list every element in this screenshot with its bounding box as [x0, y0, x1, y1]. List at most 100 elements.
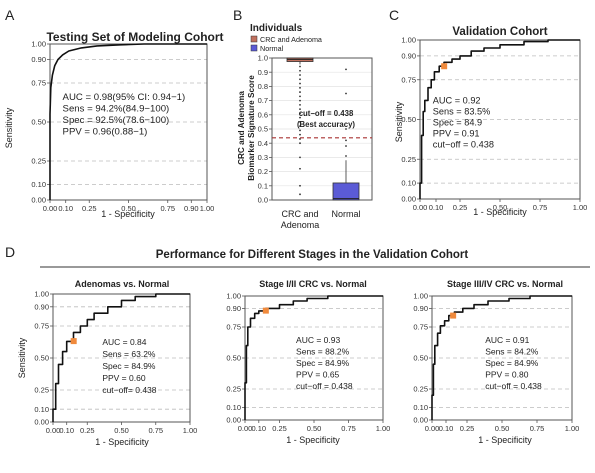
chart-d1-cutoff-marker	[70, 338, 77, 345]
chart-d2-ytick-label: 0.50	[226, 354, 241, 363]
chart-d2-stat-line: AUC = 0.93	[296, 335, 340, 345]
chart-d1-xtick-label: 1.00	[183, 426, 198, 435]
chart-d3-stat-line: AUC = 0.91	[485, 335, 529, 345]
chart-b-outlier	[345, 145, 347, 147]
chart-a-ylabel: Sensitivity	[4, 107, 14, 148]
chart-b-outlier	[299, 184, 301, 187]
chart-b-outlier	[299, 121, 301, 123]
chart-d2-ytick-label: 0.00	[226, 416, 241, 425]
chart-d2-ytick-label: 0.10	[226, 403, 241, 412]
panel-label-d: D	[5, 244, 15, 260]
chart-b-outlier	[345, 155, 347, 157]
chart-d2-ytick-label: 0.75	[226, 323, 241, 332]
chart-c-ytick-label: 0.10	[401, 179, 416, 188]
chart-d1-stat-line: Sens = 63.2%	[102, 349, 156, 359]
chart-a-roc-curve	[49, 43, 207, 200]
chart-d1-ytick-label: 0.10	[34, 405, 49, 414]
chart-a-xtick-label: 0.90	[184, 204, 199, 213]
chart-b-outlier	[299, 193, 301, 196]
chart-d1-ylabel: Sensitivity	[17, 337, 27, 378]
chart-b-outlier	[299, 142, 301, 145]
chart-c-ytick-label: 0.25	[401, 155, 416, 164]
chart-b-ytick-label: 0.3	[258, 153, 268, 162]
chart-a-stat-line: Sens = 94.2%(84.9−100)	[63, 104, 170, 115]
chart-a-xtick-label: 1.00	[200, 204, 215, 213]
chart-d1-stat-line: AUC = 0.84	[102, 337, 146, 347]
chart-d3-ytick-label: 0.10	[413, 403, 428, 412]
chart-a-xtick-label: 0.00	[43, 204, 58, 213]
chart-b-outlier	[299, 99, 301, 102]
chart-d2-xtick-label: 1.00	[376, 424, 391, 433]
chart-a-ytick-label: 1.00	[31, 40, 46, 49]
chart-d1-ytick-label: 0.50	[34, 354, 49, 363]
chart-b-ylabel: Biomarker Signature Score	[247, 75, 256, 181]
chart-d2-xtick-label: 0.75	[341, 424, 356, 433]
chart-c-cutoff-marker	[441, 63, 448, 70]
chart-a-stat-line: AUC = 0.98(95% CI: 0.94−1)	[63, 92, 186, 103]
chart-a-xlabel: 1 - Specificity	[101, 209, 155, 219]
chart-d2-cutoff-marker	[262, 307, 269, 314]
chart-c-ytick-label: 0.50	[401, 115, 416, 124]
chart-d3-ytick-label: 0.50	[413, 354, 428, 363]
chart-b-legend-label: Normal	[260, 44, 284, 53]
chart-b-ytick-label: 0.7	[258, 96, 268, 105]
chart-b-outlier	[299, 133, 301, 136]
chart-d2-title: Stage I/II CRC vs. Normal	[259, 279, 367, 289]
chart-d2-stat-line: cut−off = 0.438	[296, 381, 353, 391]
chart-d1-ytick-label: 0.75	[34, 322, 49, 331]
chart-b-box	[332, 182, 360, 201]
chart-b-ytick-label: 0.6	[258, 110, 268, 119]
chart-c-xtick-label: 0.75	[533, 203, 548, 212]
chart-d1-xtick-label: 0.75	[148, 426, 163, 435]
chart-d1-ytick-label: 0.25	[34, 386, 49, 395]
chart-b-category-label: Adenoma	[281, 220, 320, 230]
chart-c-title: Validation Cohort	[452, 26, 547, 38]
chart-a-ytick-label: 0.90	[31, 55, 46, 64]
chart-b-outlier	[299, 125, 301, 128]
chart-c-ytick-label: 1.00	[401, 36, 416, 45]
chart-b-outlier	[299, 103, 301, 106]
chart-b-legend-label: CRC and Adenoma	[260, 35, 322, 44]
chart-c-xtick-label: 0.50	[493, 203, 508, 212]
chart-c-xlabel: 1 - Specificity	[473, 207, 527, 217]
chart-c-ytick-label: 0.90	[401, 52, 416, 61]
chart-b-ytick-label: 1.0	[258, 54, 268, 63]
chart-d3-stat-line: Sens = 84.2%	[485, 347, 539, 357]
chart-b-category-label: CRC and	[281, 209, 318, 219]
chart-d3-xlabel: 1 - Specificity	[478, 435, 532, 445]
chart-d3-stat-line: PPV = 0.80	[485, 370, 529, 380]
chart-d1-xlabel: 1 - Specificity	[95, 437, 149, 447]
chart-d1-xtick-label: 0.25	[80, 426, 95, 435]
chart-d1-title: Adenomas vs. Normal	[75, 279, 170, 289]
chart-d3-roc-curve	[431, 295, 572, 420]
chart-d2-stat-line: PPV = 0.65	[296, 370, 340, 380]
chart-b-cutoff-annotation: (Best accuracy)	[297, 120, 355, 129]
chart-d3-xtick-label: 1.00	[565, 424, 580, 433]
chart-b-ytick-label: 0.8	[258, 82, 268, 91]
chart-d2-ytick-label: 0.25	[226, 385, 241, 394]
chart-b-outlier	[299, 138, 301, 140]
charts-group: Testing Set of Modeling Cohort 0.00 0.10 0.…	[4, 23, 587, 447]
chart-a-xtick-label: 0.75	[160, 204, 175, 213]
chart-b-outlier	[299, 82, 301, 85]
chart-a-ytick-label: 0.10	[31, 180, 46, 189]
chart-d3-xtick-label: 0.25	[460, 424, 475, 433]
chart-b-outlier	[345, 68, 347, 71]
chart-a-title: Testing Set of Modeling Cohort	[46, 30, 223, 44]
chart-b-outlier	[299, 65, 301, 68]
chart-a-ytick-label: 0.00	[31, 196, 46, 205]
chart-b-outlier	[299, 95, 301, 98]
chart-d3-ytick-label: 1.00	[413, 292, 428, 301]
panel-label-b: B	[233, 7, 242, 23]
chart-d3-xtick-label: 0.10	[439, 424, 454, 433]
chart-d1-xtick-label: 0.10	[59, 426, 74, 435]
panel-label-c: C	[389, 7, 399, 23]
chart-b-ytick-label: 0.2	[258, 167, 268, 176]
chart-b-outlier	[299, 129, 301, 132]
chart-b-outlier	[299, 91, 301, 93]
chart-b-outlier	[345, 128, 347, 130]
chart-d3-ytick-label: 0.00	[413, 416, 428, 425]
chart-d2-xtick-label: 0.00	[238, 424, 253, 433]
chart-b-outlier	[299, 78, 301, 81]
